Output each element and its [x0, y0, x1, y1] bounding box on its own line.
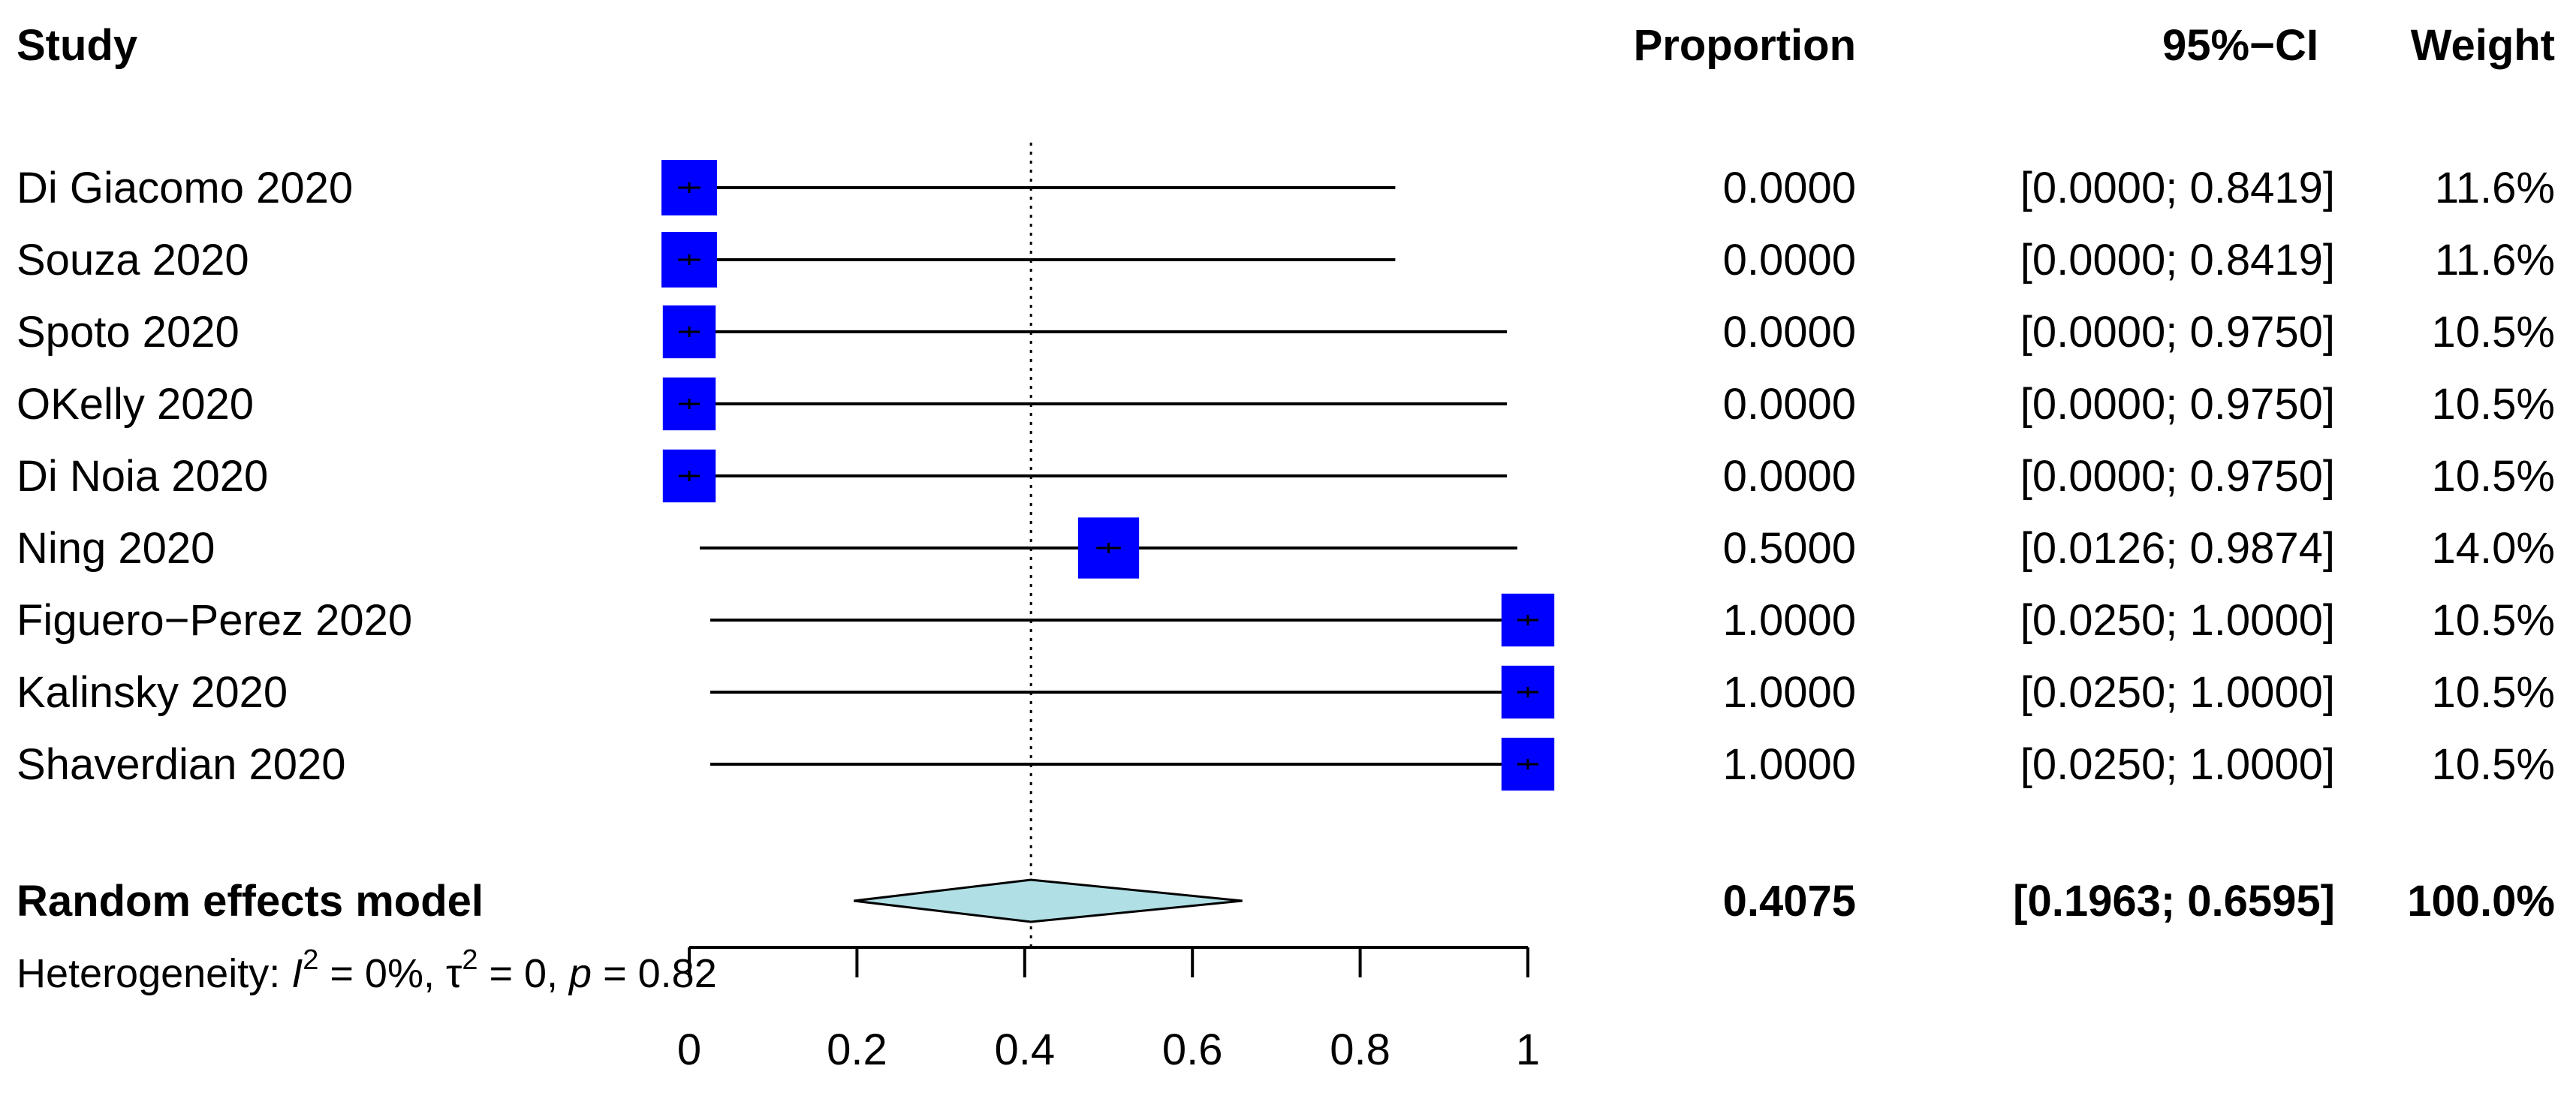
study-8-label: Kalinsky 2020 — [17, 668, 288, 717]
study-4-label: OKelly 2020 — [17, 380, 254, 429]
p-value: = 0.82 — [592, 951, 717, 996]
study-4-proportion: 0.0000 — [1723, 380, 1856, 429]
p-symbol: p — [568, 951, 592, 996]
study-1-label: Di Giacomo 2020 — [17, 164, 353, 212]
study-3-ci: [0.0000; 0.9750] — [2020, 308, 2335, 357]
study-7-weight: 10.5% — [2432, 596, 2555, 645]
study-7-label: Figuero−Perez 2020 — [17, 596, 412, 645]
summary-label: Random effects model — [17, 877, 484, 926]
plot-area — [661, 143, 1555, 977]
heterogeneity-text: Heterogeneity: I2 = 0%, τ2 = 0, p = 0.82 — [17, 944, 717, 996]
study-3-proportion: 0.0000 — [1723, 308, 1856, 357]
tau-symbol: τ — [446, 951, 462, 996]
study-5-label: Di Noia 2020 — [17, 452, 268, 501]
study-1-weight: 11.6% — [2435, 164, 2555, 212]
study-7-ci: [0.0250; 1.0000] — [2020, 596, 2335, 645]
study-4-ci: [0.0000; 0.9750] — [2020, 380, 2335, 429]
tau-value: = 0, — [478, 951, 569, 996]
header-study: Study — [17, 21, 137, 70]
study-2-ci: [0.0000; 0.8419] — [2020, 236, 2335, 285]
x-tick-label-4: 0.8 — [1330, 1025, 1390, 1074]
study-9-ci: [0.0250; 1.0000] — [2020, 740, 2335, 789]
header-weight: Weight — [2411, 21, 2555, 70]
study-8-ci: [0.0250; 1.0000] — [2020, 668, 2335, 717]
i2-symbol: I — [291, 951, 303, 996]
study-9-label: Shaverdian 2020 — [17, 740, 346, 789]
tau-superscript: 2 — [462, 944, 478, 976]
summary-diamond — [854, 878, 1243, 923]
study-6-proportion: 0.5000 — [1723, 524, 1856, 573]
study-6-weight: 14.0% — [2432, 524, 2555, 573]
study-9-proportion: 1.0000 — [1723, 740, 1856, 789]
summary-proportion: 0.4075 — [1723, 877, 1856, 926]
header-ci: 95%−CI — [2162, 21, 2318, 70]
x-tick-label-3: 0.6 — [1162, 1025, 1223, 1074]
x-tick-label-5: 1 — [1516, 1025, 1540, 1074]
study-3-label: Spoto 2020 — [17, 308, 240, 357]
summary-weight: 100.0% — [2407, 877, 2555, 926]
study-5-weight: 10.5% — [2432, 452, 2555, 501]
study-9-weight: 10.5% — [2432, 740, 2555, 789]
study-6-label: Ning 2020 — [17, 524, 215, 573]
study-8-weight: 10.5% — [2432, 668, 2555, 717]
study-2-label: Souza 2020 — [17, 236, 249, 285]
heterogeneity-prefix: Heterogeneity: — [17, 951, 291, 996]
study-3-weight: 10.5% — [2432, 308, 2555, 357]
study-5-ci: [0.0000; 0.9750] — [2020, 452, 2335, 501]
study-1-proportion: 0.0000 — [1723, 164, 1856, 212]
study-6-ci: [0.0126; 0.9874] — [2020, 524, 2335, 573]
summary-ci: [0.1963; 0.6595] — [2013, 877, 2335, 926]
x-tick-label-0: 0 — [677, 1025, 701, 1074]
study-1-ci: [0.0000; 0.8419] — [2020, 164, 2335, 212]
study-4-weight: 10.5% — [2432, 380, 2555, 429]
x-tick-label-2: 0.4 — [994, 1025, 1055, 1074]
i2-superscript: 2 — [303, 944, 318, 976]
header-proportion: Proportion — [1634, 21, 1856, 70]
study-8-proportion: 1.0000 — [1723, 668, 1856, 717]
i2-value: = 0%, — [318, 951, 446, 996]
study-5-proportion: 0.0000 — [1723, 452, 1856, 501]
x-tick-label-1: 0.2 — [827, 1025, 887, 1074]
study-2-proportion: 0.0000 — [1723, 236, 1856, 285]
study-2-weight: 11.6% — [2435, 236, 2555, 285]
study-7-proportion: 1.0000 — [1723, 596, 1856, 645]
